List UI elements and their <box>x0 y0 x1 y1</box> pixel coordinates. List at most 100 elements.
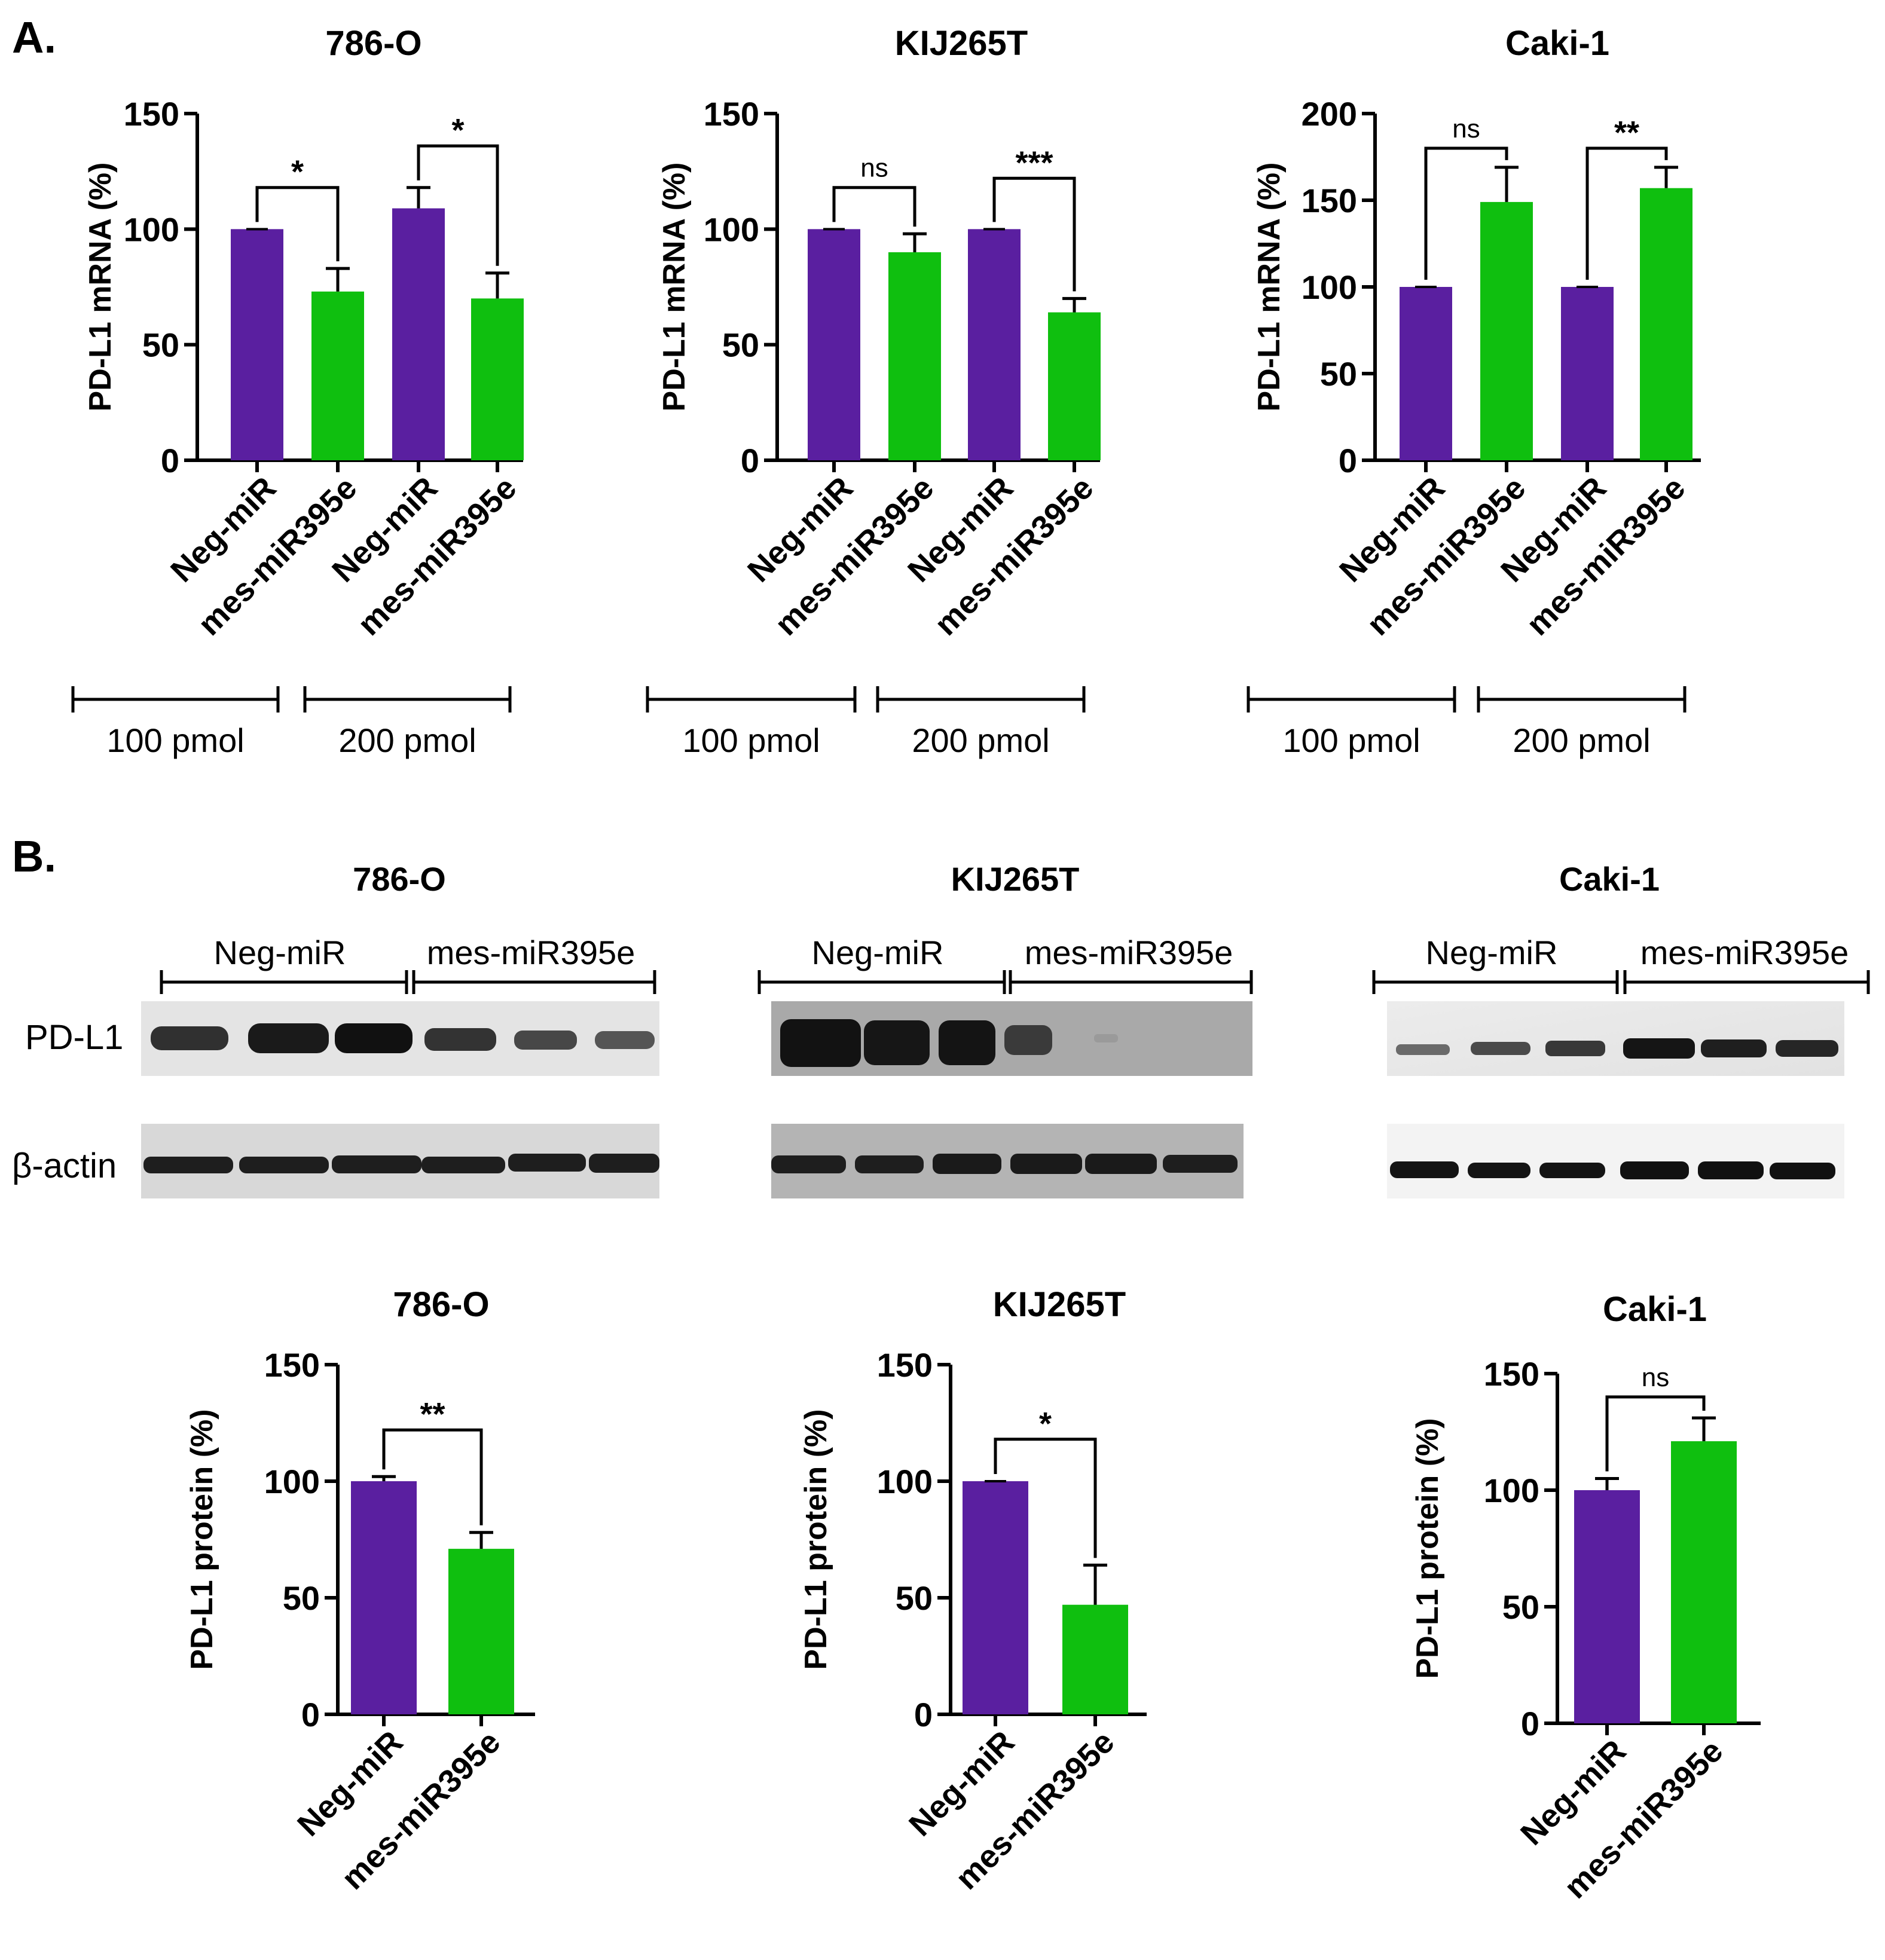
y-tick-label: 100 <box>1302 268 1357 306</box>
dose-label: 200 pmol <box>338 721 476 759</box>
y-tick-label: 150 <box>124 95 179 133</box>
significance-label: *** <box>1015 145 1053 181</box>
dose-label: 100 pmol <box>682 721 820 759</box>
bar <box>1480 201 1533 460</box>
blot-title-786o: 786-O <box>353 860 446 898</box>
significance-bracket <box>832 186 916 227</box>
blot-kij265t: KIJ265T Neg-miR mes-miR395e <box>757 860 1253 1198</box>
significance-bracket <box>1605 1395 1706 1472</box>
y-tick-label: 50 <box>722 326 759 364</box>
significance-bracket <box>1424 146 1508 280</box>
blot-band <box>248 1023 329 1053</box>
y-tick-label: 50 <box>896 1579 933 1617</box>
significance-bracket <box>255 186 340 262</box>
significance-label: ns <box>860 154 888 183</box>
blot-title-kij265t: KIJ265T <box>951 860 1080 898</box>
blot-row-label-actin: β-actin <box>12 1146 117 1185</box>
blot-band <box>780 1019 861 1067</box>
y-tick-label: 150 <box>1302 182 1357 219</box>
blot-group-label: Neg-miR <box>1426 934 1558 971</box>
blot-bands <box>143 1023 659 1173</box>
bar <box>231 229 283 460</box>
blot-band <box>1094 1034 1118 1042</box>
y-tick-label: 50 <box>283 1579 320 1617</box>
blot-band <box>239 1157 329 1173</box>
blot-band <box>939 1020 995 1065</box>
blot-band <box>143 1157 233 1173</box>
bar <box>1561 287 1614 460</box>
significance-label: * <box>291 154 304 190</box>
y-tick-label: 50 <box>1320 355 1357 393</box>
bar <box>1048 312 1101 460</box>
y-tick-label: 150 <box>704 95 759 133</box>
blot-bands <box>771 1019 1238 1174</box>
y-tick-label: 100 <box>877 1463 933 1500</box>
blot-band <box>1468 1163 1530 1178</box>
blot-group-label: mes-miR395e <box>1640 934 1849 971</box>
blot-band <box>1085 1154 1157 1174</box>
significance-label: ** <box>1614 115 1639 151</box>
y-tick-label: 100 <box>264 1463 320 1500</box>
bar <box>968 229 1021 460</box>
blot-band <box>595 1031 655 1049</box>
bar <box>1671 1441 1737 1723</box>
y-tick-label: 200 <box>1302 95 1357 133</box>
blot-band <box>1620 1161 1689 1179</box>
blot-band <box>514 1031 577 1050</box>
chart-title: 786-O <box>325 24 421 63</box>
blot-band <box>1396 1044 1450 1055</box>
y-axis-label: PD-L1 mRNA (%) <box>83 163 118 412</box>
y-tick-label: 100 <box>704 210 759 248</box>
blot-band <box>421 1157 505 1173</box>
blot-band <box>933 1154 1001 1174</box>
blot-band <box>1539 1163 1605 1178</box>
panel-label-b: B. <box>12 831 56 881</box>
lane-group-bracket <box>160 970 656 994</box>
blot-group-label: mes-miR395e <box>1025 934 1233 971</box>
blot-band <box>771 1155 846 1173</box>
blot-title-caki1: Caki-1 <box>1559 860 1660 898</box>
significance-label: ns <box>1452 114 1480 143</box>
bar <box>888 252 941 460</box>
blot-image-pdl1 <box>1387 1001 1844 1076</box>
blot-band <box>1770 1163 1835 1179</box>
y-axis-label: PD-L1 mRNA (%) <box>657 163 692 412</box>
bar <box>808 229 860 460</box>
y-tick-label: 150 <box>877 1346 933 1384</box>
chart-title: KIJ265T <box>895 24 1028 63</box>
blot-band <box>332 1155 421 1173</box>
y-tick-label: 50 <box>1502 1588 1539 1626</box>
y-tick-label: 100 <box>124 210 179 248</box>
y-tick-label: 0 <box>1339 442 1357 479</box>
y-tick-label: 0 <box>741 442 759 479</box>
significance-label: * <box>451 112 464 148</box>
y-axis-label: PD-L1 mRNA (%) <box>1252 163 1287 412</box>
dose-label: 200 pmol <box>1513 721 1650 759</box>
blot-band <box>335 1023 413 1053</box>
blot-bands <box>1390 1038 1838 1179</box>
blot-group-label: Neg-miR <box>812 934 944 971</box>
bar <box>471 298 524 460</box>
bar <box>311 291 364 460</box>
significance-bracket <box>417 144 499 266</box>
y-tick-label: 50 <box>142 326 179 364</box>
bar <box>963 1481 1028 1714</box>
blot-band <box>1701 1039 1767 1057</box>
chart-title: KIJ265T <box>993 1285 1126 1324</box>
blot-image-actin <box>1387 1124 1844 1198</box>
y-tick-label: 150 <box>264 1346 320 1384</box>
significance-bracket <box>992 176 1076 292</box>
bar <box>1640 188 1692 460</box>
blot-band <box>1010 1154 1082 1174</box>
blot-786o: 786-O Neg-miR mes-miR395e PD-L1 β-actin <box>12 860 659 1198</box>
blot-band <box>1390 1161 1459 1178</box>
blot-group-label: mes-miR395e <box>427 934 636 971</box>
blot-band <box>424 1028 496 1051</box>
y-tick-label: 0 <box>1521 1705 1539 1742</box>
